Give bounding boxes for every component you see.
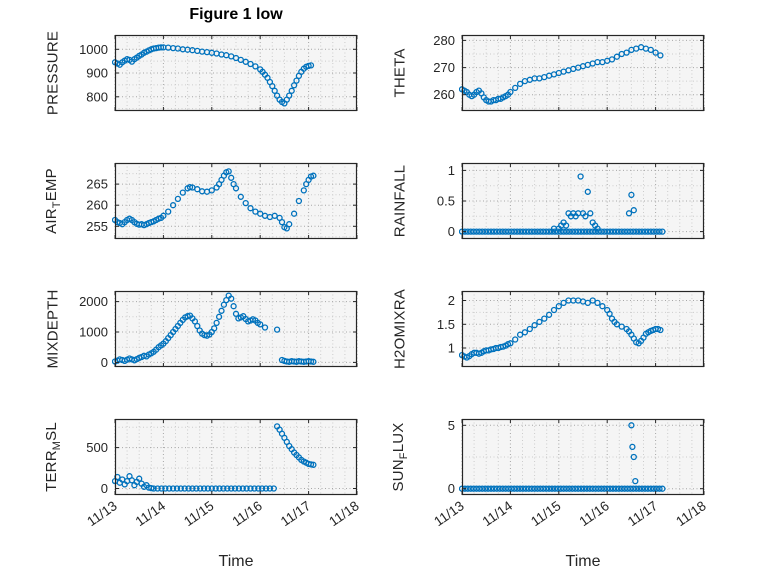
subplot-theta: THETA 260 270 280 [392,33,705,112]
subplot-sun-flux: SUNFLUX 0 5 11/13 11/14 11/15 11/16 11/17 11/18 [390,418,709,529]
subplot-h2omixra: H2OMIXRA 1 1.5 2 [392,289,705,369]
svg-text:255: 255 [86,219,108,234]
rainfall-plot: 00.51 [437,163,705,239]
svg-text:0.5: 0.5 [437,194,455,209]
svg-text:11/16: 11/16 [229,498,264,529]
svg-text:11/15: 11/15 [181,498,216,529]
svg-text:0: 0 [101,481,108,496]
svg-text:0: 0 [448,481,455,496]
svg-text:11/15: 11/15 [528,498,563,529]
air-temp-ylabel: AIRTEMP [43,168,63,234]
svg-text:5: 5 [448,418,455,433]
theta-plot: 260 270 280 [433,33,705,112]
svg-text:11/18: 11/18 [673,498,708,529]
mixdepth-plot: 0 1000 2000 [79,290,358,370]
subplot-pressure: PRESSURE 800 900 1000 [45,31,358,115]
rainfall-ylabel: RAINFALL [391,164,409,238]
h2omixra-ylabel: H2OMIXRA [391,289,409,369]
svg-text:800: 800 [86,89,108,104]
subplot-rainfall: RAINFALL 0 0.5 1 [392,163,705,239]
svg-text:11/17: 11/17 [625,498,660,529]
air-temp-plot: 255 260 265 [86,162,358,240]
svg-text:11/16: 11/16 [576,498,611,529]
svg-text:11/18: 11/18 [326,498,361,529]
terr-msl-ylabel: TERRMSL [43,422,63,492]
terr-msl-plot: 0 500 11/13 11/14 11/15 11/16 11/17 11/18 [84,418,362,529]
xlabel-time-left: Time [218,553,254,570]
svg-text:265: 265 [86,177,108,192]
svg-text:2: 2 [448,293,455,308]
svg-text:0: 0 [448,224,455,239]
svg-text:1000: 1000 [79,42,108,57]
subplot-terr-msl: TERRMSL 0 500 11/13 11/14 11/15 11/16 11/17 11/… [43,418,362,529]
sun-flux-plot: 0 5 11/13 11/14 11/15 11/16 11/17 11/18 [431,418,708,529]
xlabel-time-right: Time [565,553,601,570]
svg-text:1.5: 1.5 [437,317,455,332]
svg-text:2000: 2000 [79,294,108,309]
svg-text:11/13: 11/13 [84,498,119,529]
pressure-ylabel: PRESSURE [44,30,62,116]
svg-text:11/14: 11/14 [133,498,169,529]
svg-text:260: 260 [86,198,108,213]
theta-ylabel: THETA [391,48,409,98]
mixdepth-ylabel: MIXDEPTH [44,289,62,369]
svg-text:900: 900 [86,66,108,81]
svg-text:1000: 1000 [79,325,108,340]
svg-text:0: 0 [101,355,108,370]
svg-text:270: 270 [433,60,455,75]
svg-text:500: 500 [86,440,108,455]
svg-text:11/14: 11/14 [480,498,516,529]
svg-text:1: 1 [448,163,455,178]
svg-text:260: 260 [433,87,455,102]
svg-text:11/13: 11/13 [431,498,466,529]
subplot-mixdepth: MIXDEPTH 0 1000 2000 [45,289,358,370]
figure-title: Figure 1 low [189,6,283,23]
svg-text:280: 280 [433,33,455,48]
subplot-air-temp: AIRTEMP 255 260 265 [43,162,358,240]
pressure-plot: 800 900 1000 [79,34,358,112]
svg-text:1: 1 [448,341,455,356]
sun-flux-ylabel: SUNFLUX [390,422,410,492]
h2omixra-plot: 11.52 [437,290,705,368]
svg-text:11/17: 11/17 [278,498,313,529]
